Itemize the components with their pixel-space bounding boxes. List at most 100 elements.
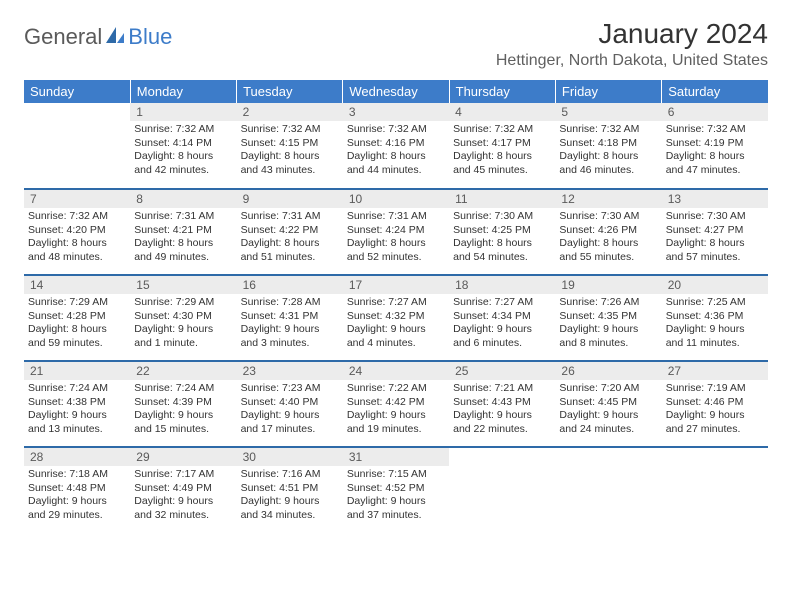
sunset-line: Sunset: 4:17 PM [453,137,551,151]
day-content: Sunrise: 7:32 AMSunset: 4:19 PMDaylight:… [662,121,768,182]
day-content: Sunrise: 7:16 AMSunset: 4:51 PMDaylight:… [237,466,343,527]
calendar-cell: 2Sunrise: 7:32 AMSunset: 4:15 PMDaylight… [237,103,343,189]
daylight-line: Daylight: 9 hours and 11 minutes. [666,323,764,350]
sunrise-line: Sunrise: 7:29 AM [28,296,126,310]
sunrise-line: Sunrise: 7:29 AM [134,296,232,310]
sunset-line: Sunset: 4:43 PM [453,396,551,410]
daylight-line: Daylight: 9 hours and 37 minutes. [347,495,445,522]
day-number: 27 [662,362,768,380]
sunrise-line: Sunrise: 7:21 AM [453,382,551,396]
day-content: Sunrise: 7:30 AMSunset: 4:27 PMDaylight:… [662,208,768,269]
sunrise-line: Sunrise: 7:32 AM [347,123,445,137]
sunset-line: Sunset: 4:51 PM [241,482,339,496]
month-title: January 2024 [496,18,768,50]
daylight-line: Daylight: 8 hours and 47 minutes. [666,150,764,177]
calendar-cell: 24Sunrise: 7:22 AMSunset: 4:42 PMDayligh… [343,361,449,447]
sunrise-line: Sunrise: 7:20 AM [559,382,657,396]
day-content: Sunrise: 7:26 AMSunset: 4:35 PMDaylight:… [555,294,661,355]
day-content: Sunrise: 7:17 AMSunset: 4:49 PMDaylight:… [130,466,236,527]
day-number: 26 [555,362,661,380]
sunset-line: Sunset: 4:24 PM [347,224,445,238]
calendar-cell: 5Sunrise: 7:32 AMSunset: 4:18 PMDaylight… [555,103,661,189]
day-number: 10 [343,190,449,208]
daylight-line: Daylight: 8 hours and 49 minutes. [134,237,232,264]
daylight-line: Daylight: 8 hours and 42 minutes. [134,150,232,177]
day-header: Monday [130,80,236,103]
calendar-cell: 16Sunrise: 7:28 AMSunset: 4:31 PMDayligh… [237,275,343,361]
calendar-row: 14Sunrise: 7:29 AMSunset: 4:28 PMDayligh… [24,275,768,361]
sunrise-line: Sunrise: 7:31 AM [347,210,445,224]
calendar-table: SundayMondayTuesdayWednesdayThursdayFrid… [24,80,768,533]
sunrise-line: Sunrise: 7:32 AM [666,123,764,137]
daylight-line: Daylight: 9 hours and 29 minutes. [28,495,126,522]
calendar-cell [449,447,555,533]
daylight-line: Daylight: 8 hours and 43 minutes. [241,150,339,177]
sunrise-line: Sunrise: 7:32 AM [241,123,339,137]
day-number: 6 [662,103,768,121]
day-content: Sunrise: 7:27 AMSunset: 4:34 PMDaylight:… [449,294,555,355]
day-number: 19 [555,276,661,294]
sunset-line: Sunset: 4:39 PM [134,396,232,410]
sunrise-line: Sunrise: 7:24 AM [134,382,232,396]
calendar-row: 28Sunrise: 7:18 AMSunset: 4:48 PMDayligh… [24,447,768,533]
sunset-line: Sunset: 4:32 PM [347,310,445,324]
sunset-line: Sunset: 4:25 PM [453,224,551,238]
daylight-line: Daylight: 9 hours and 22 minutes. [453,409,551,436]
daylight-line: Daylight: 9 hours and 32 minutes. [134,495,232,522]
sunset-line: Sunset: 4:48 PM [28,482,126,496]
sunset-line: Sunset: 4:15 PM [241,137,339,151]
calendar-cell: 25Sunrise: 7:21 AMSunset: 4:43 PMDayligh… [449,361,555,447]
sunrise-line: Sunrise: 7:22 AM [347,382,445,396]
day-content: Sunrise: 7:32 AMSunset: 4:20 PMDaylight:… [24,208,130,269]
daylight-line: Daylight: 8 hours and 59 minutes. [28,323,126,350]
sunrise-line: Sunrise: 7:31 AM [134,210,232,224]
calendar-cell: 10 Sunrise: 7:31 AMSunset: 4:24 PMDayligh… [343,189,449,275]
location: Hettinger, North Dakota, United States [496,52,768,70]
day-content: Sunrise: 7:19 AMSunset: 4:46 PMDaylight:… [662,380,768,441]
calendar-cell: 7Sunrise: 7:32 AMSunset: 4:20 PMDaylight… [24,189,130,275]
sunset-line: Sunset: 4:16 PM [347,137,445,151]
daylight-line: Daylight: 9 hours and 3 minutes. [241,323,339,350]
day-number: 18 [449,276,555,294]
daylight-line: Daylight: 9 hours and 19 minutes. [347,409,445,436]
day-number: 9 [237,190,343,208]
sunrise-line: Sunrise: 7:32 AM [559,123,657,137]
sunrise-line: Sunrise: 7:32 AM [453,123,551,137]
day-number: 7 [24,190,130,208]
daylight-line: Daylight: 9 hours and 13 minutes. [28,409,126,436]
sunset-line: Sunset: 4:52 PM [347,482,445,496]
sunset-line: Sunset: 4:36 PM [666,310,764,324]
daylight-line: Daylight: 8 hours and 52 minutes. [347,237,445,264]
day-header-row: SundayMondayTuesdayWednesdayThursdayFrid… [24,80,768,103]
sunset-line: Sunset: 4:30 PM [134,310,232,324]
sunset-line: Sunset: 4:45 PM [559,396,657,410]
calendar-cell [555,447,661,533]
sunrise-line: Sunrise: 7:30 AM [559,210,657,224]
day-number: 5 [555,103,661,121]
day-number: 17 [343,276,449,294]
calendar-cell: 8Sunrise: 7:31 AMSunset: 4:21 PMDaylight… [130,189,236,275]
day-content: Sunrise: 7:32 AMSunset: 4:16 PMDaylight:… [343,121,449,182]
calendar-cell: 12Sunrise: 7:30 AMSunset: 4:26 PMDayligh… [555,189,661,275]
day-number: 4 [449,103,555,121]
day-number: 24 [343,362,449,380]
day-number: 15 [130,276,236,294]
day-header: Saturday [662,80,768,103]
daylight-line: Daylight: 8 hours and 51 minutes. [241,237,339,264]
calendar-cell: 31Sunrise: 7:15 AMSunset: 4:52 PMDayligh… [343,447,449,533]
sunrise-line: Sunrise: 7:31 AM [241,210,339,224]
title-block: January 2024 Hettinger, North Dakota, Un… [496,18,768,70]
day-number: 13 [662,190,768,208]
sunset-line: Sunset: 4:49 PM [134,482,232,496]
day-number: 29 [130,448,236,466]
header: General Blue January 2024 Hettinger, Nor… [24,18,768,70]
day-content: Sunrise: 7:32 AMSunset: 4:14 PMDaylight:… [130,121,236,182]
day-header: Sunday [24,80,130,103]
sunset-line: Sunset: 4:34 PM [453,310,551,324]
day-header: Tuesday [237,80,343,103]
sunset-line: Sunset: 4:19 PM [666,137,764,151]
sunset-line: Sunset: 4:14 PM [134,137,232,151]
daylight-line: Daylight: 9 hours and 24 minutes. [559,409,657,436]
day-header: Friday [555,80,661,103]
day-number: 8 [130,190,236,208]
